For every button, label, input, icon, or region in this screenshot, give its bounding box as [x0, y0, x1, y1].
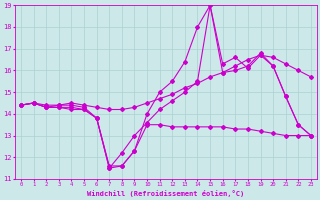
X-axis label: Windchill (Refroidissement éolien,°C): Windchill (Refroidissement éolien,°C) — [87, 190, 244, 197]
